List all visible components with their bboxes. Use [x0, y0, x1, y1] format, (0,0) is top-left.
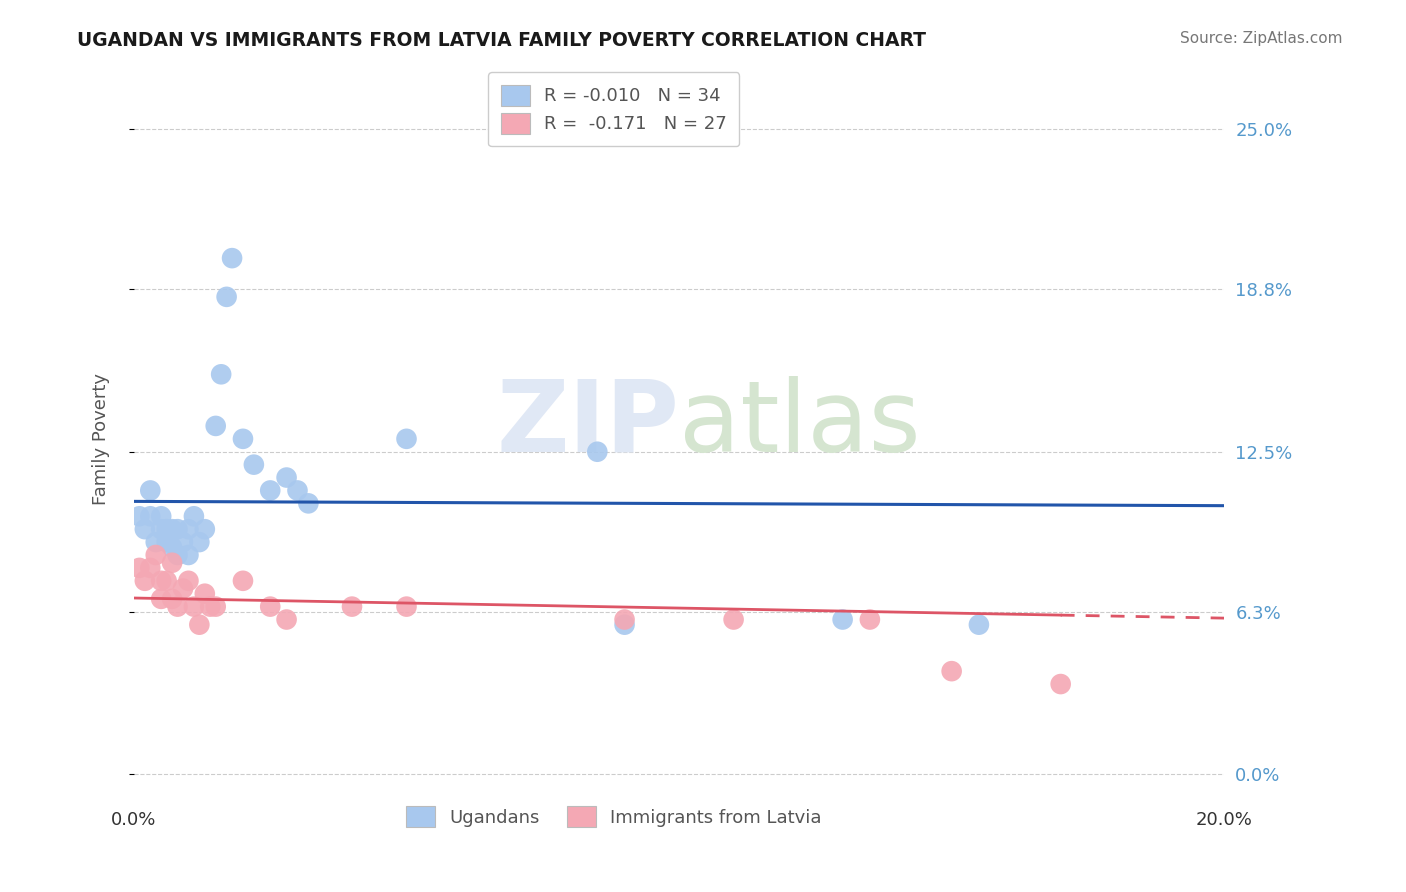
- Point: [941, 664, 963, 678]
- Point: [134, 522, 156, 536]
- Point: [150, 574, 173, 588]
- Point: [831, 613, 853, 627]
- Point: [297, 496, 319, 510]
- Point: [967, 617, 990, 632]
- Point: [177, 574, 200, 588]
- Point: [221, 251, 243, 265]
- Point: [160, 541, 183, 555]
- Point: [166, 599, 188, 614]
- Point: [209, 368, 232, 382]
- Point: [156, 535, 179, 549]
- Legend: Ugandans, Immigrants from Latvia: Ugandans, Immigrants from Latvia: [399, 799, 828, 835]
- Point: [188, 535, 211, 549]
- Point: [215, 290, 238, 304]
- Point: [166, 548, 188, 562]
- Point: [160, 556, 183, 570]
- Point: [166, 522, 188, 536]
- Point: [395, 432, 418, 446]
- Point: [139, 509, 162, 524]
- Text: atlas: atlas: [679, 376, 921, 473]
- Point: [204, 599, 226, 614]
- Point: [243, 458, 266, 472]
- Point: [204, 418, 226, 433]
- Point: [172, 582, 194, 596]
- Point: [613, 617, 636, 632]
- Text: ZIP: ZIP: [496, 376, 679, 473]
- Point: [150, 509, 173, 524]
- Point: [287, 483, 309, 498]
- Point: [134, 574, 156, 588]
- Point: [276, 470, 298, 484]
- Point: [194, 522, 217, 536]
- Point: [259, 599, 281, 614]
- Point: [172, 535, 194, 549]
- Point: [276, 613, 298, 627]
- Point: [395, 599, 418, 614]
- Point: [160, 522, 183, 536]
- Text: UGANDAN VS IMMIGRANTS FROM LATVIA FAMILY POVERTY CORRELATION CHART: UGANDAN VS IMMIGRANTS FROM LATVIA FAMILY…: [77, 31, 927, 50]
- Text: Source: ZipAtlas.com: Source: ZipAtlas.com: [1180, 31, 1343, 46]
- Point: [139, 483, 162, 498]
- Point: [188, 617, 211, 632]
- Point: [723, 613, 745, 627]
- Point: [177, 522, 200, 536]
- Point: [232, 574, 254, 588]
- Point: [183, 599, 205, 614]
- Point: [586, 444, 609, 458]
- Point: [340, 599, 363, 614]
- Point: [128, 509, 150, 524]
- Point: [156, 522, 179, 536]
- Point: [145, 535, 167, 549]
- Point: [859, 613, 882, 627]
- Point: [145, 548, 167, 562]
- Point: [1049, 677, 1071, 691]
- Point: [613, 613, 636, 627]
- Y-axis label: Family Poverty: Family Poverty: [93, 373, 110, 505]
- Point: [150, 522, 173, 536]
- Point: [156, 574, 179, 588]
- Point: [150, 591, 173, 606]
- Point: [177, 548, 200, 562]
- Point: [200, 599, 222, 614]
- Point: [128, 561, 150, 575]
- Point: [259, 483, 281, 498]
- Point: [160, 591, 183, 606]
- Point: [232, 432, 254, 446]
- Point: [183, 509, 205, 524]
- Point: [139, 561, 162, 575]
- Point: [194, 587, 217, 601]
